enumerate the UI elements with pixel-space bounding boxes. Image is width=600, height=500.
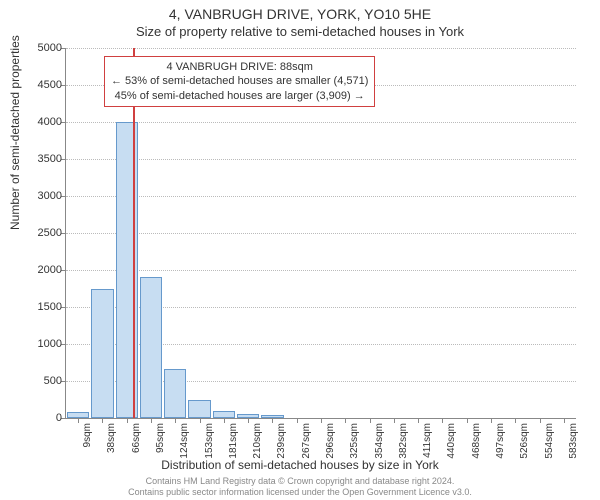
xtick-label: 554sqm	[544, 423, 555, 459]
ytick-label: 5000	[22, 42, 62, 54]
xtick-label: 354sqm	[374, 423, 385, 459]
footer: Contains HM Land Registry data © Crown c…	[0, 476, 600, 498]
bar	[213, 411, 235, 418]
xtick-mark	[151, 418, 152, 423]
gridline	[66, 122, 576, 123]
xtick-mark	[515, 418, 516, 423]
annotation-box: 4 VANBRUGH DRIVE: 88sqm ← 53% of semi-de…	[104, 56, 375, 107]
xtick-mark	[224, 418, 225, 423]
ytick-label: 1500	[22, 301, 62, 313]
xtick-mark	[467, 418, 468, 423]
xtick-label: 440sqm	[446, 423, 457, 459]
xtick-label: 95sqm	[155, 423, 166, 453]
footer-line1: Contains HM Land Registry data © Crown c…	[0, 476, 600, 487]
xtick-mark	[200, 418, 201, 423]
annotation-line1: 4 VANBRUGH DRIVE: 88sqm	[111, 60, 368, 74]
xtick-label: 296sqm	[325, 423, 336, 459]
xtick-mark	[370, 418, 371, 423]
xtick-mark	[175, 418, 176, 423]
xtick-mark	[321, 418, 322, 423]
xtick-label: 153sqm	[204, 423, 215, 459]
xtick-mark	[345, 418, 346, 423]
xtick-mark	[540, 418, 541, 423]
xtick-label: 38sqm	[106, 423, 117, 453]
chart-container: 4, VANBRUGH DRIVE, YORK, YO10 5HE Size o…	[0, 0, 600, 500]
bar	[140, 277, 162, 418]
annotation-line3: 45% of semi-detached houses are larger (…	[111, 89, 368, 103]
xtick-label: 9sqm	[82, 423, 93, 447]
plot-region: 0500100015002000250030003500400045005000…	[65, 48, 576, 419]
page-title: 4, VANBRUGH DRIVE, YORK, YO10 5HE	[0, 0, 600, 22]
xtick-mark	[297, 418, 298, 423]
x-axis-label: Distribution of semi-detached houses by …	[0, 458, 600, 472]
xtick-label: 583sqm	[568, 423, 579, 459]
xtick-mark	[564, 418, 565, 423]
ytick-label: 4000	[22, 116, 62, 128]
gridline	[66, 159, 576, 160]
bar	[188, 400, 210, 419]
chart-area: 0500100015002000250030003500400045005000…	[65, 48, 575, 418]
xtick-mark	[78, 418, 79, 423]
xtick-mark	[248, 418, 249, 423]
xtick-label: 210sqm	[252, 423, 263, 459]
ytick-label: 500	[22, 375, 62, 387]
gridline	[66, 196, 576, 197]
xtick-label: 124sqm	[179, 423, 190, 459]
xtick-mark	[491, 418, 492, 423]
ytick-label: 2500	[22, 227, 62, 239]
ytick-label: 3000	[22, 190, 62, 202]
gridline	[66, 270, 576, 271]
gridline	[66, 233, 576, 234]
xtick-mark	[442, 418, 443, 423]
footer-line2: Contains public sector information licen…	[0, 487, 600, 498]
xtick-label: 267sqm	[301, 423, 312, 459]
xtick-mark	[127, 418, 128, 423]
gridline	[66, 48, 576, 49]
xtick-label: 66sqm	[131, 423, 142, 453]
annotation-line2: ← 53% of semi-detached houses are smalle…	[111, 74, 368, 88]
xtick-label: 239sqm	[276, 423, 287, 459]
ytick-label: 4500	[22, 79, 62, 91]
ytick-label: 2000	[22, 264, 62, 276]
ytick-label: 1000	[22, 338, 62, 350]
ytick-label: 0	[22, 412, 62, 424]
xtick-mark	[394, 418, 395, 423]
xtick-mark	[418, 418, 419, 423]
ytick-label: 3500	[22, 153, 62, 165]
xtick-label: 181sqm	[228, 423, 239, 459]
xtick-label: 382sqm	[398, 423, 409, 459]
y-axis-label: Number of semi-detached properties	[8, 35, 22, 230]
bar	[164, 369, 186, 418]
xtick-mark	[102, 418, 103, 423]
xtick-label: 411sqm	[422, 423, 433, 458]
xtick-label: 325sqm	[349, 423, 360, 459]
bar	[91, 289, 113, 419]
xtick-label: 497sqm	[495, 423, 506, 459]
page-subtitle: Size of property relative to semi-detach…	[0, 22, 600, 39]
xtick-label: 468sqm	[471, 423, 482, 459]
xtick-mark	[272, 418, 273, 423]
xtick-label: 526sqm	[519, 423, 530, 459]
